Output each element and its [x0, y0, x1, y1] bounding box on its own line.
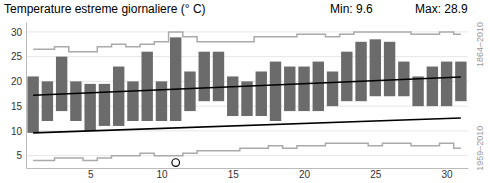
series-label: 1959–2010 — [475, 126, 485, 171]
bar — [455, 62, 466, 102]
tick: 15 — [11, 101, 26, 112]
tick: 5 — [88, 168, 94, 180]
bar — [341, 52, 352, 101]
bar — [170, 37, 181, 121]
axis-line — [26, 23, 27, 169]
bar — [227, 76, 238, 116]
point — [172, 159, 180, 167]
tick: 10 — [11, 126, 26, 137]
bar — [412, 76, 423, 106]
tick: 25 — [370, 168, 382, 180]
bar — [213, 52, 224, 101]
bar — [284, 67, 295, 112]
tick: 30 — [442, 168, 454, 180]
tick-label: 15 — [228, 169, 240, 180]
tick-label: 10 — [156, 169, 168, 180]
tick-label: 5 — [88, 169, 94, 180]
bar — [141, 52, 152, 121]
series-labels: 1864–2010 1959–2010 — [475, 22, 485, 171]
title: Temperature estreme giornaliere (° C) — [4, 2, 206, 16]
series-label: 1864–2010 — [475, 22, 485, 67]
plot-area — [27, 32, 466, 166]
bar — [313, 62, 324, 111]
bar — [27, 76, 38, 132]
tick: 25 — [11, 51, 26, 62]
trend-line — [33, 77, 461, 95]
tick-label: 30 — [442, 169, 454, 180]
bar — [427, 67, 438, 107]
tick-label: 25 — [370, 169, 382, 180]
tick: 20 — [11, 76, 26, 87]
bar — [199, 52, 210, 101]
bar — [256, 71, 267, 116]
y-axis: 5 10 15 20 25 30 — [11, 23, 27, 169]
annotation: Min: 9.6 — [330, 2, 373, 16]
bar — [441, 62, 452, 107]
annotation: Max: 28.9 — [415, 2, 468, 16]
record-line — [33, 143, 461, 160]
bar — [327, 71, 338, 106]
bar — [42, 81, 53, 121]
tick-label: 20 — [11, 76, 23, 87]
bar — [355, 42, 366, 101]
chart: Temperature estreme giornaliere (° C) Min… — [0, 0, 490, 183]
bar — [84, 84, 95, 131]
tick-label: 20 — [299, 169, 311, 180]
bar — [156, 81, 167, 121]
tick-label: 25 — [11, 51, 23, 62]
bar — [113, 67, 124, 126]
grid-line — [26, 155, 468, 156]
bar — [127, 81, 138, 121]
grid-line — [26, 56, 468, 57]
tick: 30 — [11, 27, 26, 38]
tick: 20 — [299, 168, 311, 180]
record-line — [33, 32, 461, 52]
x-axis: 5 10 15 20 25 30 — [27, 168, 469, 180]
bar — [370, 39, 381, 96]
bar — [56, 57, 67, 111]
bar — [298, 67, 309, 112]
tick-label: 10 — [11, 126, 23, 137]
tick: 5 — [16, 150, 26, 161]
bar — [184, 71, 195, 111]
bar — [270, 62, 281, 121]
bar — [384, 42, 395, 96]
tick-label: 5 — [16, 150, 22, 161]
tick: 15 — [228, 168, 240, 180]
tick-label: 15 — [11, 101, 23, 112]
tick: 10 — [156, 168, 168, 180]
bar — [99, 84, 110, 126]
trend-line — [33, 118, 461, 133]
tick-label: 30 — [11, 27, 23, 38]
grid — [26, 32, 468, 156]
bar — [70, 81, 81, 121]
